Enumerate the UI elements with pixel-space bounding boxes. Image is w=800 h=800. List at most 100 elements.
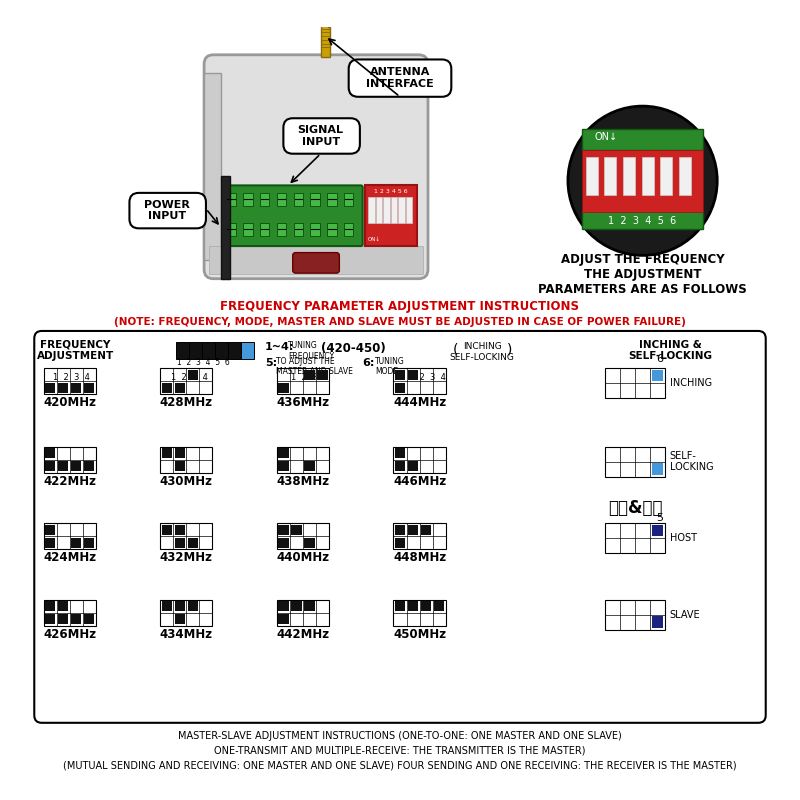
Bar xyxy=(679,158,691,194)
Text: 440MHz: 440MHz xyxy=(277,551,330,564)
Bar xyxy=(84,382,94,393)
Text: 444MHz: 444MHz xyxy=(393,396,446,410)
Bar xyxy=(45,382,55,393)
Bar xyxy=(162,382,172,393)
Text: SELF-
LOCKING: SELF- LOCKING xyxy=(670,450,714,472)
Bar xyxy=(408,370,418,380)
Bar xyxy=(209,246,423,274)
Text: 448MHz: 448MHz xyxy=(393,551,446,564)
Text: ON↓: ON↓ xyxy=(594,132,617,142)
Bar xyxy=(652,525,663,536)
Bar xyxy=(162,525,172,535)
Bar xyxy=(291,601,302,611)
Text: 426MHz: 426MHz xyxy=(43,628,96,641)
Bar xyxy=(58,382,68,393)
Bar xyxy=(84,461,94,471)
Bar xyxy=(383,197,390,222)
Bar xyxy=(228,342,242,359)
Text: ON↓: ON↓ xyxy=(367,237,380,242)
Bar xyxy=(204,74,221,260)
Text: ): ) xyxy=(507,342,513,356)
Bar xyxy=(304,370,314,380)
Bar xyxy=(45,461,55,471)
Bar xyxy=(408,601,418,611)
Bar xyxy=(321,27,330,57)
Bar xyxy=(582,210,703,230)
Bar xyxy=(406,197,412,222)
Bar xyxy=(408,525,418,535)
Bar xyxy=(408,461,418,471)
Bar xyxy=(395,538,405,548)
Bar xyxy=(45,525,55,535)
Text: ANTENNA
INTERFACE: ANTENNA INTERFACE xyxy=(366,67,434,89)
Text: 432MHz: 432MHz xyxy=(160,551,213,564)
Text: 428MHz: 428MHz xyxy=(160,396,213,410)
Bar xyxy=(376,197,382,222)
Bar xyxy=(71,538,82,548)
Text: 6: 6 xyxy=(656,354,663,364)
Bar xyxy=(344,222,354,236)
Bar xyxy=(174,614,185,624)
Bar xyxy=(215,342,228,359)
Bar xyxy=(652,463,663,474)
Text: (420-450): (420-450) xyxy=(321,342,386,355)
Bar xyxy=(277,600,329,626)
Bar xyxy=(278,525,289,535)
Bar xyxy=(277,193,286,206)
Bar xyxy=(243,193,253,206)
Bar xyxy=(394,368,446,394)
Bar xyxy=(277,368,329,394)
Text: POWER
INPUT: POWER INPUT xyxy=(144,200,190,222)
FancyBboxPatch shape xyxy=(349,59,451,97)
Text: TO ADJUST THE
MASTER AND SLAVE: TO ADJUST THE MASTER AND SLAVE xyxy=(276,357,353,377)
Bar xyxy=(71,382,82,393)
Bar xyxy=(221,176,230,278)
Bar xyxy=(606,523,665,553)
Text: 5: 5 xyxy=(656,514,663,523)
Bar xyxy=(226,193,236,206)
FancyBboxPatch shape xyxy=(130,193,206,228)
Bar xyxy=(243,222,253,236)
Text: TUNING
MODE: TUNING MODE xyxy=(375,357,405,377)
Bar xyxy=(304,601,314,611)
Bar xyxy=(652,370,663,382)
Bar xyxy=(278,461,289,471)
Text: 434MHz: 434MHz xyxy=(160,628,213,641)
FancyBboxPatch shape xyxy=(34,331,766,723)
Bar xyxy=(174,538,185,548)
Text: 1  2  3  4: 1 2 3 4 xyxy=(410,373,446,382)
Circle shape xyxy=(568,106,718,255)
Bar xyxy=(291,525,302,535)
Bar xyxy=(582,150,703,211)
Text: INCHING
SELF-LOCKING: INCHING SELF-LOCKING xyxy=(450,342,514,362)
Bar xyxy=(642,158,654,194)
Text: HOST: HOST xyxy=(670,533,697,543)
Text: INCHING: INCHING xyxy=(670,378,712,388)
Bar xyxy=(226,222,236,236)
Bar xyxy=(395,382,405,393)
Bar xyxy=(278,448,289,458)
Bar xyxy=(188,538,198,548)
Bar xyxy=(162,448,172,458)
Text: 442MHz: 442MHz xyxy=(277,628,330,641)
Bar xyxy=(395,370,405,380)
Bar xyxy=(84,614,94,624)
Bar xyxy=(58,461,68,471)
Text: SIGNAL
INPUT: SIGNAL INPUT xyxy=(298,125,344,146)
Text: 422MHz: 422MHz xyxy=(43,474,96,488)
Bar xyxy=(294,193,303,206)
Bar xyxy=(660,158,673,194)
Bar xyxy=(394,446,446,473)
Bar xyxy=(260,193,270,206)
Bar xyxy=(71,614,82,624)
Bar xyxy=(394,523,446,550)
Bar xyxy=(58,614,68,624)
Text: 1  2  3  4: 1 2 3 4 xyxy=(171,373,208,382)
Text: 6:: 6: xyxy=(362,358,375,368)
Bar xyxy=(310,222,320,236)
Bar xyxy=(160,446,213,473)
Bar xyxy=(278,614,289,624)
Bar xyxy=(45,614,55,624)
Bar xyxy=(365,186,417,246)
Bar xyxy=(327,193,337,206)
